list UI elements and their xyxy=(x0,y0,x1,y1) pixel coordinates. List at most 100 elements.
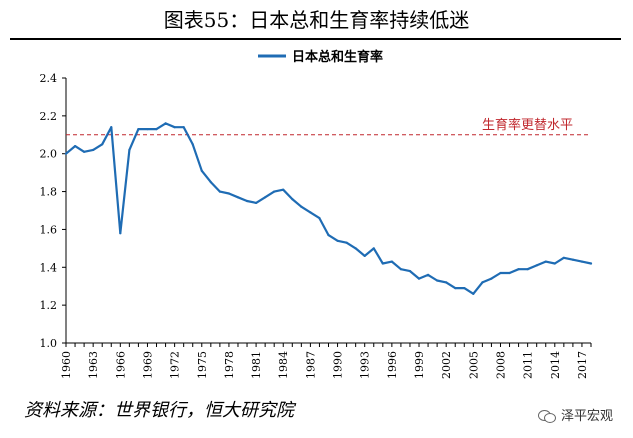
data-point xyxy=(571,258,575,261)
x-tick-label: 1963 xyxy=(87,351,100,379)
data-point xyxy=(291,198,294,201)
x-tick-label: 1996 xyxy=(386,351,399,379)
data-point xyxy=(191,143,194,146)
y-tick-label: 2.0 xyxy=(40,148,58,161)
data-point xyxy=(327,234,330,237)
data-point xyxy=(137,128,140,131)
data-point xyxy=(463,287,466,290)
data-point xyxy=(508,271,511,275)
data-point xyxy=(236,196,240,199)
x-tick-label: 1990 xyxy=(332,351,345,379)
data-point xyxy=(454,287,457,290)
data-point xyxy=(155,128,158,131)
x-tick-label: 1975 xyxy=(196,351,209,379)
data-point xyxy=(363,254,366,257)
source-note: 资料来源：世界银行，恒大研究院 xyxy=(24,400,294,421)
data-point xyxy=(218,190,221,193)
data-point xyxy=(445,281,448,284)
x-tick-label: 2011 xyxy=(522,351,535,379)
y-tick-label: 2.4 xyxy=(40,72,58,85)
data-point xyxy=(101,143,104,146)
x-tick-label: 1987 xyxy=(304,351,317,379)
data-point xyxy=(309,211,312,214)
data-point xyxy=(128,148,131,151)
data-point xyxy=(64,152,68,155)
data-point xyxy=(472,292,475,295)
data-point xyxy=(381,262,384,265)
data-point xyxy=(553,262,556,265)
y-axis-ticks: 1.0 1.2 1.4 1.6 1.8 2.0 2.2 2.4 xyxy=(40,72,66,350)
data-point xyxy=(481,281,484,284)
x-tick-label: 1969 xyxy=(141,351,154,379)
x-tick-label: 2002 xyxy=(440,351,453,379)
data-point xyxy=(408,270,412,273)
x-tick-label: 1999 xyxy=(413,351,426,379)
data-point xyxy=(372,247,375,250)
data-point xyxy=(227,192,230,195)
x-tick-label: 1984 xyxy=(277,351,290,379)
data-point xyxy=(535,264,538,267)
x-tick-label: 1978 xyxy=(223,351,236,379)
chart-legend: 日本总和生育率 xyxy=(258,49,383,65)
data-point xyxy=(182,126,185,129)
data-point xyxy=(517,268,520,271)
data-point xyxy=(589,262,593,265)
brand-name: 泽平宏观 xyxy=(560,409,613,424)
y-tick-label: 1.2 xyxy=(40,299,58,312)
x-tick-label: 1972 xyxy=(169,351,182,379)
x-tick-label: 1966 xyxy=(114,351,127,379)
data-point xyxy=(399,268,402,271)
data-point xyxy=(173,126,176,129)
data-point xyxy=(300,205,303,208)
x-tick-label: 1993 xyxy=(359,351,372,379)
data-point xyxy=(345,241,348,244)
data-point xyxy=(74,145,77,148)
data-point xyxy=(490,277,493,280)
data-point xyxy=(282,188,285,191)
data-point xyxy=(255,201,258,204)
replacement-level-line: 生育率更替水平 xyxy=(66,117,588,136)
data-point xyxy=(336,239,339,242)
x-axis-ticks: 1960 1963 1966 1969 1972 1975 1978 1981 1984 1987… xyxy=(60,343,592,379)
x-tick-label: 2008 xyxy=(494,351,507,379)
fertility-line-chart: 1.01.21.41.61.82.02.22.4 1960 1963 1966 196… xyxy=(40,49,593,379)
x-tick-label: 1960 xyxy=(60,351,73,379)
x-tick-label: 2017 xyxy=(576,351,589,379)
data-point xyxy=(119,232,122,235)
replacement-level-label: 生育率更替水平 xyxy=(482,117,573,133)
y-tick-label: 1.4 xyxy=(40,261,58,274)
data-point xyxy=(354,247,357,250)
data-point xyxy=(544,260,547,263)
title-divider xyxy=(10,38,621,40)
data-point xyxy=(146,128,149,131)
data-point xyxy=(417,277,421,280)
data-point xyxy=(200,169,203,172)
page-title: 图表55：日本总和生育率持续低迷 xyxy=(163,8,470,32)
series-line-japan-tfr xyxy=(64,122,593,295)
data-point xyxy=(580,260,584,263)
data-point xyxy=(245,199,249,203)
wechat-icon xyxy=(537,408,556,423)
data-point xyxy=(92,148,95,151)
x-tick-label: 2005 xyxy=(467,351,480,379)
data-point xyxy=(436,279,439,282)
x-tick-label: 2014 xyxy=(549,351,562,379)
x-tick-label: 1981 xyxy=(250,351,263,379)
data-point xyxy=(562,256,565,259)
legend-label: 日本总和生育率 xyxy=(292,49,383,65)
data-point xyxy=(499,271,502,275)
y-tick-label: 2.2 xyxy=(40,110,58,123)
data-point xyxy=(526,268,529,271)
y-tick-label: 1.0 xyxy=(40,337,58,350)
data-point xyxy=(209,181,212,184)
data-point xyxy=(318,217,321,220)
data-point xyxy=(164,122,167,125)
data-point xyxy=(110,126,113,129)
series-layer xyxy=(64,122,593,295)
data-point xyxy=(83,150,86,153)
brand-watermark: 泽平宏观 xyxy=(537,405,613,424)
data-point xyxy=(427,273,430,276)
data-point xyxy=(273,190,276,193)
data-point xyxy=(390,260,393,263)
y-tick-label: 1.8 xyxy=(40,186,58,199)
